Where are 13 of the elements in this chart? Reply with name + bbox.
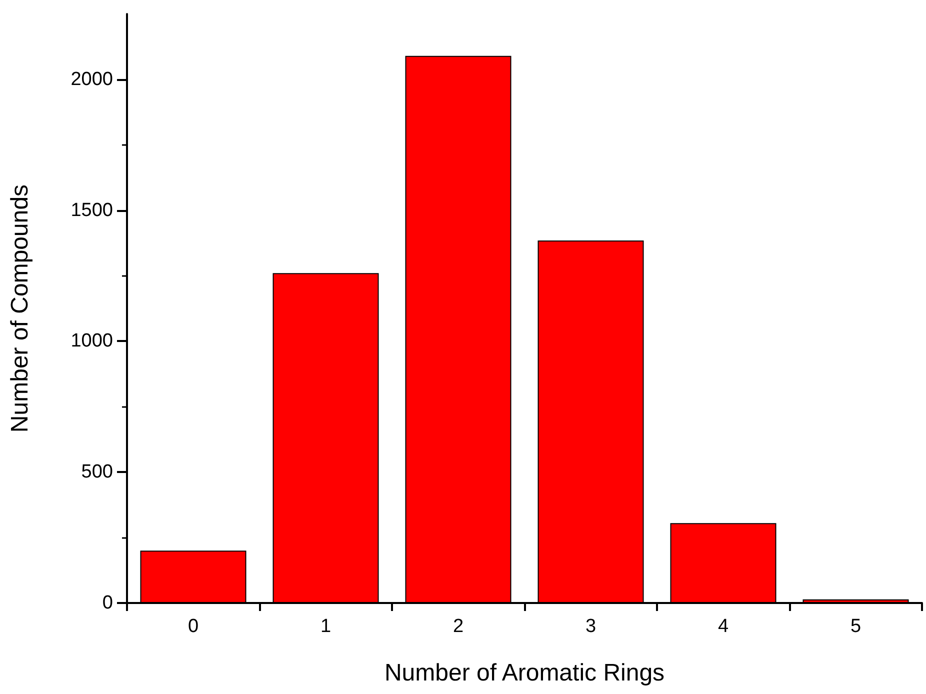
x-tick-label: 5	[850, 616, 862, 637]
x-tick-label: 1	[320, 616, 332, 637]
y-tick-label: 2000	[70, 68, 113, 90]
x-axis-title: Number of Aromatic Rings	[384, 660, 665, 686]
y-tick-label: 1500	[70, 200, 113, 221]
y-tick-label: 1000	[70, 330, 113, 352]
y-tick-label: 500	[81, 462, 113, 483]
y-tick-label: 0	[102, 592, 113, 614]
x-tick-label: 3	[585, 616, 596, 637]
x-tick-label: 0	[188, 616, 199, 637]
x-tick-label: 2	[452, 616, 464, 637]
y-axis-title: Number of Compounds	[6, 184, 34, 433]
x-tick-label: 4	[718, 616, 729, 637]
